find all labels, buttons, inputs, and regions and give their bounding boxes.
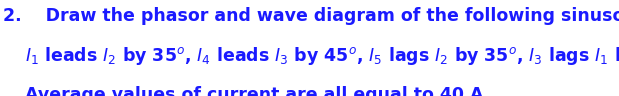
Text: 2.    Draw the phasor and wave diagram of the following sinusoidal current:: 2. Draw the phasor and wave diagram of t…: [3, 7, 619, 25]
Text: Average values of current are all equal to 40 A.: Average values of current are all equal …: [25, 86, 490, 96]
Text: $\it{I}_1$ leads $\it{I}_2$ by 35$^o$, $\it{I}_4$ leads $\it{I}_3$ by 45$^o$, $\: $\it{I}_1$ leads $\it{I}_2$ by 35$^o$, $…: [25, 45, 619, 67]
